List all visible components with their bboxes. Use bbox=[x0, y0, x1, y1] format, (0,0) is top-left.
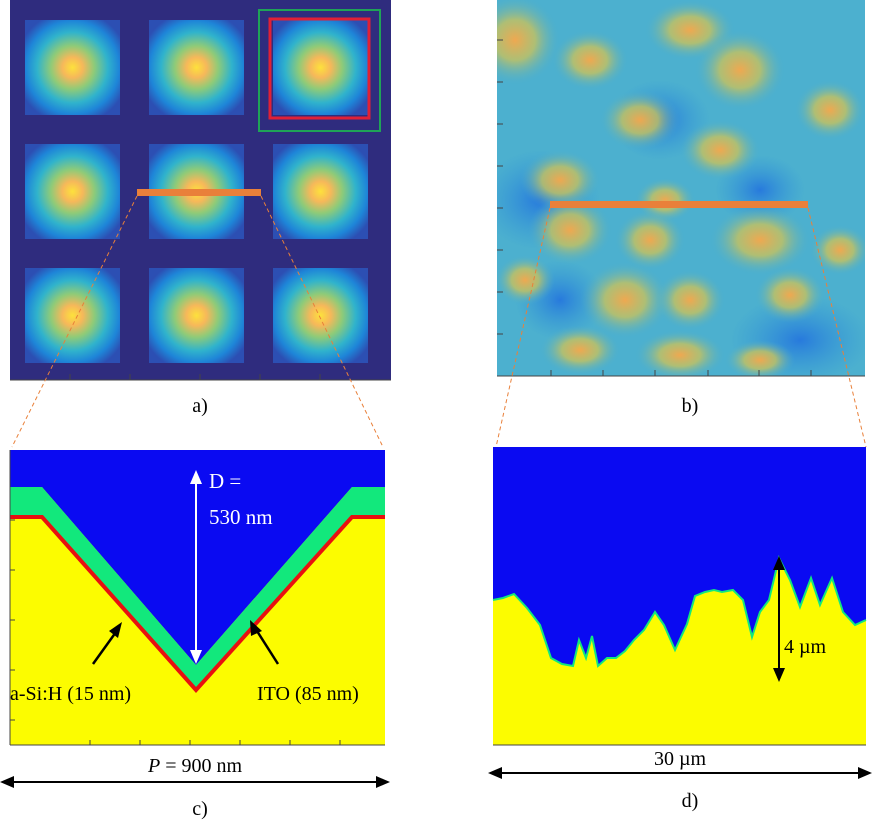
air-region bbox=[10, 450, 385, 665]
height-arrow bbox=[773, 556, 785, 682]
cross-section-line-b bbox=[550, 201, 808, 208]
asi-layer bbox=[10, 515, 385, 693]
panel-b-random-texture-map: b) bbox=[497, 0, 865, 417]
ito-label: ITO (85 nm) bbox=[257, 683, 359, 705]
width-arrow bbox=[488, 767, 872, 779]
period-arrow bbox=[0, 776, 390, 788]
ito-pointer-arrow bbox=[250, 620, 280, 665]
height-label: 4 µm bbox=[784, 636, 827, 658]
panel-a-ticks bbox=[10, 374, 391, 381]
depth-arrow bbox=[190, 470, 202, 664]
panel-c-label: c) bbox=[192, 798, 208, 820]
period-value: = 900 nm bbox=[160, 755, 242, 777]
pyramid-cell bbox=[25, 268, 120, 363]
panel-c-cross-section: D = 530 nm a-Si:H (15 nm) ITO (85 nm) P … bbox=[0, 450, 390, 820]
panel-d-label: d) bbox=[682, 790, 699, 812]
cross-section-line-a bbox=[137, 189, 261, 196]
width-label: 30 µm bbox=[654, 748, 707, 770]
asi-pointer-arrow bbox=[91, 622, 122, 665]
air-region-d bbox=[493, 447, 866, 666]
depth-label-line1: D = bbox=[209, 469, 241, 493]
panel-a-label: a) bbox=[192, 395, 208, 417]
depth-label-line2: 530 nm bbox=[209, 505, 273, 529]
panel-d-cross-section: 4 µm 30 µm d) bbox=[488, 447, 872, 812]
panel-c-ticks bbox=[9, 450, 385, 746]
panel-a-pyramid-map: a) bbox=[10, 0, 391, 417]
panel-b-ticks bbox=[497, 39, 865, 377]
texture-blobs bbox=[497, 0, 865, 376]
period-symbol: P bbox=[147, 755, 160, 777]
unit-cell-box-green bbox=[258, 9, 381, 132]
pyramid-cell bbox=[149, 20, 244, 115]
pyramid-cell bbox=[149, 268, 244, 363]
ito-layer bbox=[10, 487, 385, 688]
pyramid-cell bbox=[273, 144, 368, 239]
pyramid-cell bbox=[273, 268, 368, 363]
surface-coating-d bbox=[492, 555, 867, 668]
panel-b-label: b) bbox=[682, 395, 699, 417]
period-label: P = 900 nm bbox=[147, 755, 242, 777]
pyramid-cell bbox=[273, 20, 368, 115]
pyramid-cell bbox=[25, 144, 120, 239]
unit-cell-box-red bbox=[268, 17, 371, 120]
asi-label: a-Si:H (15 nm) bbox=[10, 683, 131, 705]
zoom-lines bbox=[11, 195, 867, 448]
pyramid-cell bbox=[25, 20, 120, 115]
